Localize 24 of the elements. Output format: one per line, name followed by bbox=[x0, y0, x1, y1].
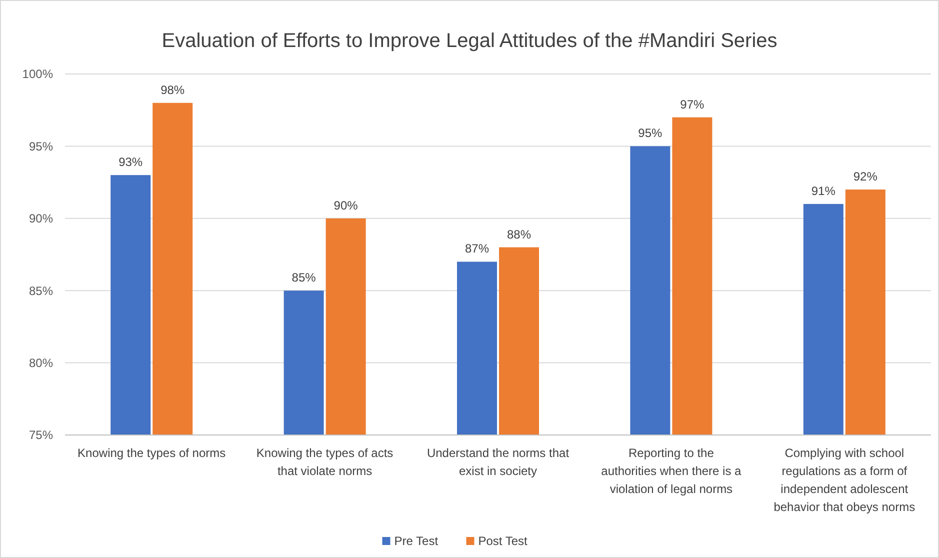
y-tick-label: 95% bbox=[28, 139, 54, 154]
x-tick-label: Understand the norms that exist in society bbox=[426, 446, 570, 478]
data-label: 91% bbox=[811, 184, 836, 198]
y-tick-label: 100% bbox=[22, 67, 54, 82]
data-label: 88% bbox=[506, 227, 532, 242]
legend-label: Post Test bbox=[478, 534, 528, 548]
x-tick-label: Reporting to the authorities when there is a violation of legal norms bbox=[601, 446, 742, 496]
data-label: 97% bbox=[680, 97, 705, 112]
x-tick-label: Knowing the types of norms bbox=[78, 446, 226, 460]
data-label: 98% bbox=[160, 82, 185, 97]
data-label: 85% bbox=[292, 270, 316, 285]
data-label: 95% bbox=[638, 126, 663, 140]
x-tick-label: Complying with school regulations as a form of independent adolescent behavior that obeys norms bbox=[774, 446, 916, 514]
data-label: 87% bbox=[464, 242, 490, 256]
y-tick-label: 90% bbox=[28, 212, 54, 226]
data-label: 92% bbox=[853, 170, 878, 184]
data-label: 93% bbox=[118, 155, 143, 170]
legend-label: Pre Test bbox=[394, 534, 439, 548]
chart-title: Evaluation of Efforts to Improve Legal Attitudes of the #Mandiri Series bbox=[162, 30, 778, 52]
data-label: 90% bbox=[334, 198, 358, 212]
y-tick-label: 80% bbox=[28, 356, 54, 370]
x-tick-label: Knowing the types of acts that violate norms bbox=[256, 446, 394, 478]
y-tick-label: 75% bbox=[28, 428, 54, 442]
y-tick-label: 85% bbox=[28, 284, 54, 298]
